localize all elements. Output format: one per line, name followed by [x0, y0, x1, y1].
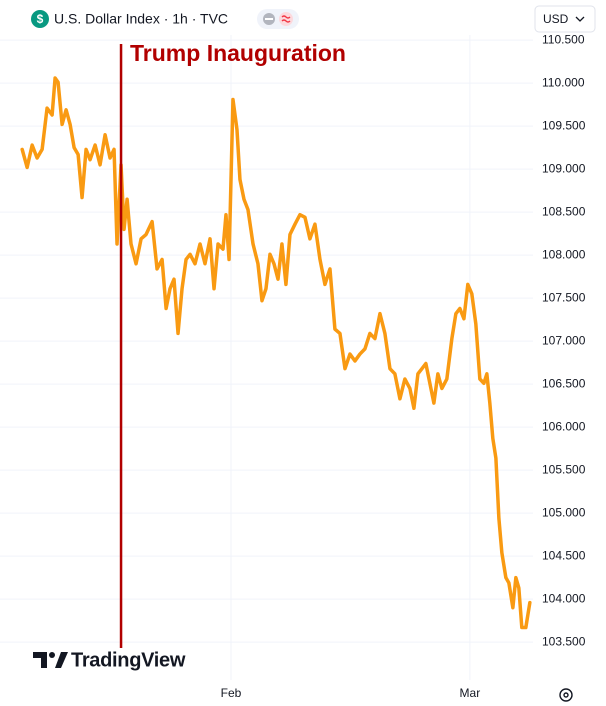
chart-title: U.S. Dollar Index · 1h · TVC — [54, 11, 228, 27]
y-tick-label: 106.500 — [542, 376, 586, 390]
x-tick-label: Feb — [221, 686, 242, 700]
status-dash — [265, 18, 273, 20]
y-tick-label: 104.500 — [542, 548, 586, 562]
y-tick-label: 105.500 — [542, 462, 586, 476]
plot: Trump Inauguration — [20, 40, 532, 648]
grid: 103.500 104.000 104.500 105.000 105.500 106.0… — [0, 32, 586, 700]
y-tick-label: 110.500 — [542, 32, 585, 46]
header-bg — [0, 0, 606, 33]
annotation-label: Trump Inauguration — [130, 40, 346, 66]
brand: TradingView — [71, 649, 186, 671]
currency-button[interactable] — [534, 5, 596, 33]
status-dot-2 — [279, 12, 293, 26]
y-tick-label: 110.000 — [542, 75, 585, 89]
y-tick-label: 108.000 — [542, 247, 586, 261]
y-tick-label: 103.500 — [542, 634, 586, 648]
settings-button[interactable] — [559, 688, 573, 702]
brand-logo — [33, 652, 68, 668]
y-tick-label: 107.500 — [542, 290, 586, 304]
currency: USD — [543, 12, 569, 26]
price-line — [20, 76, 532, 630]
y-tick-label: 105.000 — [542, 505, 586, 519]
y-tick-label: 109.500 — [542, 118, 586, 132]
y-tick-label: 107.000 — [542, 333, 586, 347]
status-icon — [281, 15, 291, 23]
y-tick-label: 109.000 — [542, 161, 586, 175]
dropdown-caret — [575, 16, 585, 22]
y-tick-label: 104.000 — [542, 591, 586, 605]
symbol-icon — [31, 10, 49, 28]
symbol-icon-glyph: $ — [37, 12, 44, 26]
y-tick-label: 106.000 — [542, 419, 586, 433]
x-tick-label: Mar — [460, 686, 481, 700]
y-tick-label: 108.500 — [542, 204, 586, 218]
